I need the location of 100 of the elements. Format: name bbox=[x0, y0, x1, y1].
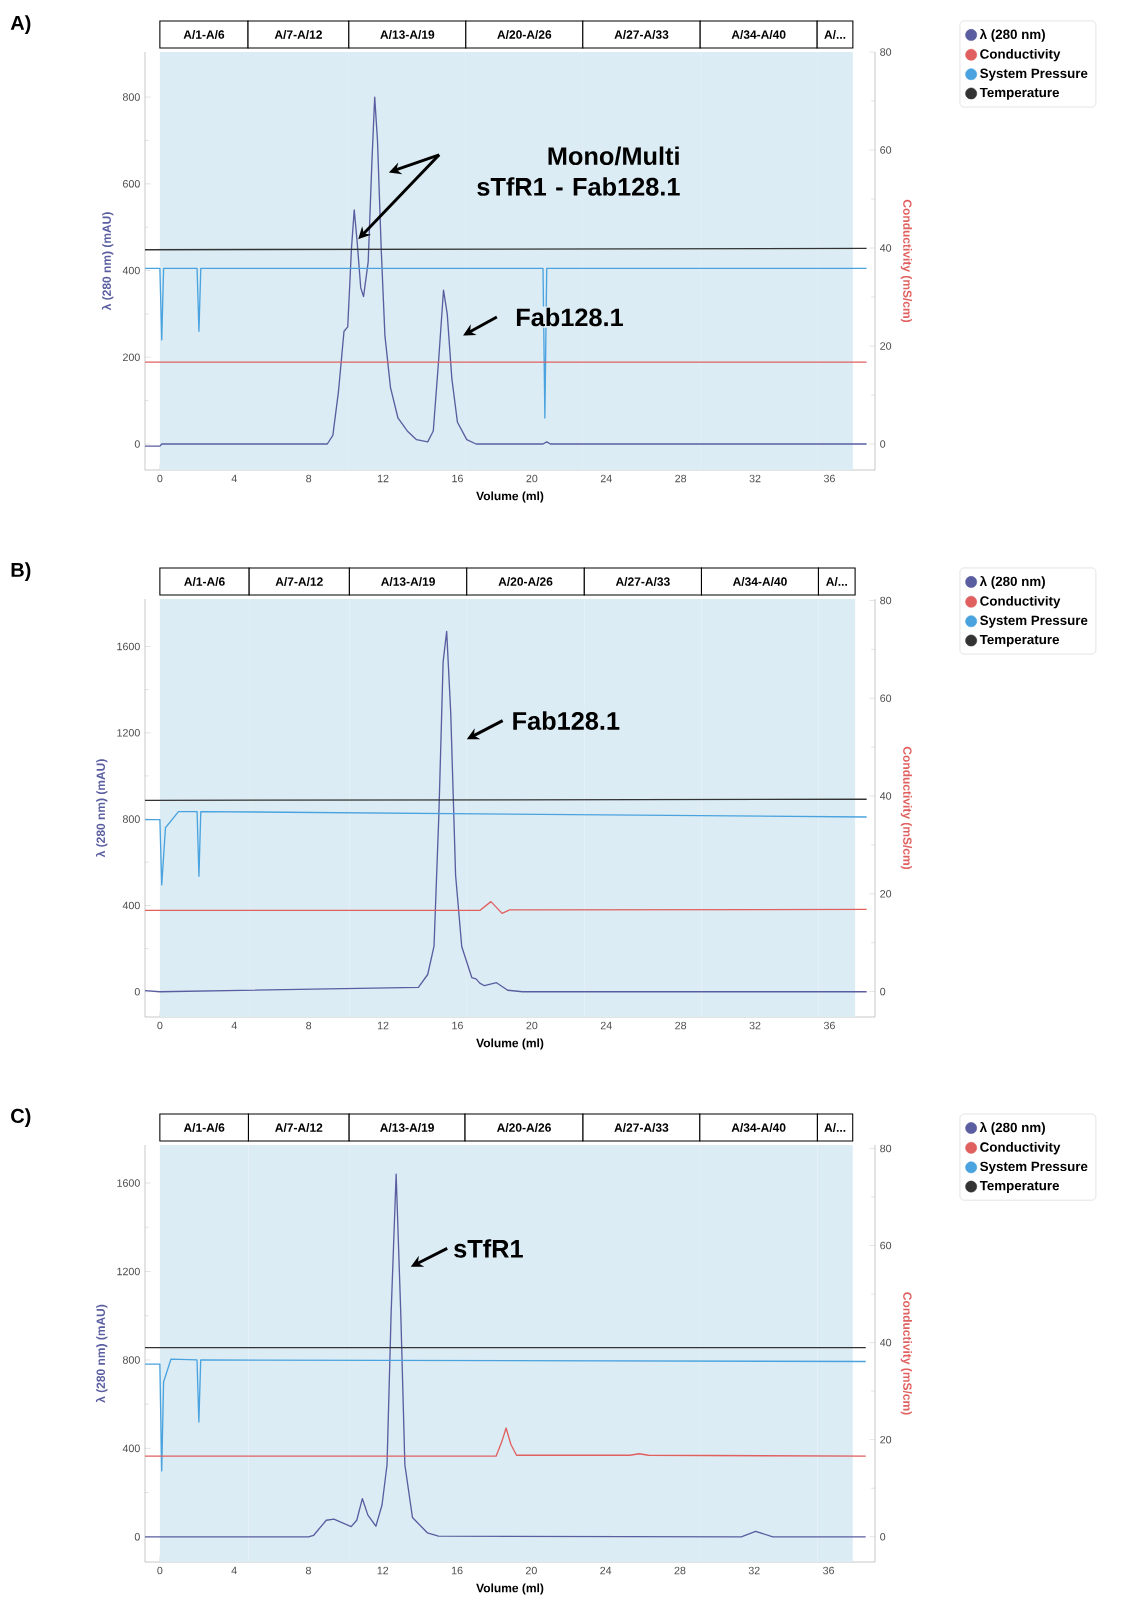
band-label: A/1-A/6 bbox=[183, 1123, 225, 1132]
x-tick-label: 8 bbox=[306, 474, 312, 483]
band-label: A/20-A/26 bbox=[498, 577, 553, 586]
y-tick-label: 1600 bbox=[117, 1179, 140, 1187]
x-tick-label: 4 bbox=[231, 1566, 237, 1575]
band-label: A/34-A/40 bbox=[732, 577, 787, 586]
x-tick-label: 8 bbox=[305, 1566, 311, 1575]
band-label: A/... bbox=[824, 30, 846, 39]
x-tick-label: 12 bbox=[377, 474, 389, 483]
x-tick-label: 12 bbox=[377, 1566, 389, 1575]
x-tick-label: 20 bbox=[526, 1021, 538, 1030]
y-axis-title: λ (280 nm) (mAU) bbox=[101, 212, 114, 311]
y2-tick-label: 0 bbox=[880, 1533, 886, 1541]
y-tick-label: 1200 bbox=[117, 729, 140, 737]
legend-label: λ (280 nm) bbox=[979, 1122, 1045, 1135]
y-tick-label: 800 bbox=[122, 93, 140, 101]
y-tick-label: 400 bbox=[122, 266, 140, 275]
y-tick-label: 800 bbox=[122, 1356, 140, 1364]
line-series bbox=[144, 267, 868, 419]
x-tick-label: 32 bbox=[748, 1566, 760, 1575]
chart-title: A) bbox=[10, 15, 31, 34]
y2-tick-label: 0 bbox=[880, 987, 886, 996]
line-series bbox=[144, 1427, 867, 1457]
band-label: A/7-A/12 bbox=[274, 30, 322, 39]
band-label: A/7-A/12 bbox=[275, 577, 323, 586]
y2-tick-label: 20 bbox=[880, 342, 892, 350]
legend-label: λ (280 nm) bbox=[979, 28, 1045, 42]
y-tick-label: 0 bbox=[134, 1533, 140, 1541]
x-tick-label: 36 bbox=[823, 1566, 835, 1575]
legend-label: Temperature bbox=[979, 1180, 1060, 1193]
x-tick-label: 28 bbox=[675, 474, 687, 483]
y-tick-label: 0 bbox=[134, 440, 140, 448]
x-tick-label: 20 bbox=[526, 474, 538, 483]
line-series bbox=[144, 1358, 867, 1472]
band-label: A/20-A/26 bbox=[497, 30, 552, 39]
band-label: A/13-A/19 bbox=[380, 1123, 434, 1132]
x-tick-label: 16 bbox=[451, 1566, 463, 1575]
annotation: Fab128.1 bbox=[513, 711, 620, 730]
y2-axis-title: Conductivity (mS/cm) bbox=[900, 199, 912, 323]
x-tick-label: 20 bbox=[525, 1566, 537, 1575]
legend-label: Temperature bbox=[979, 634, 1060, 647]
y2-tick-label: 80 bbox=[880, 1144, 892, 1153]
x-tick-label: 4 bbox=[231, 1021, 237, 1030]
x-tick-label: 28 bbox=[675, 1021, 687, 1030]
x-tick-label: 32 bbox=[749, 1021, 761, 1030]
band-label: A/27-A/33 bbox=[614, 30, 669, 39]
y-tick-label: 1600 bbox=[117, 642, 140, 651]
y2-tick-label: 60 bbox=[880, 694, 892, 703]
y-tick-label: 0 bbox=[134, 987, 140, 996]
band-label: A/1-A/6 bbox=[184, 577, 225, 586]
legend-label: Conductivity bbox=[980, 1142, 1061, 1155]
y2-axis-title: Conductivity (mS/cm) bbox=[900, 746, 912, 870]
y-axis-title: λ (280 nm) (mAU) bbox=[95, 759, 108, 858]
x-tick-label: 36 bbox=[823, 1021, 835, 1030]
x-tick-label: 0 bbox=[157, 474, 163, 483]
y-tick-label: 800 bbox=[122, 815, 140, 823]
x-axis-title: Volume (ml) bbox=[476, 491, 544, 503]
annotation: sTfR1 bbox=[454, 1239, 523, 1258]
x-tick-label: 24 bbox=[600, 1021, 612, 1030]
legend-label: Temperature bbox=[979, 87, 1060, 100]
x-tick-label: 4 bbox=[231, 474, 237, 483]
chart-title: B) bbox=[11, 562, 31, 581]
chart-title: C) bbox=[11, 1108, 31, 1127]
y2-tick-label: 20 bbox=[880, 1435, 892, 1444]
y-tick-label: 400 bbox=[122, 1444, 140, 1453]
legend-label: System Pressure bbox=[980, 615, 1088, 628]
y2-tick-label: 40 bbox=[879, 1338, 892, 1347]
annotation: Mono/Multi sTfR1 - Fab128.1 bbox=[477, 146, 680, 196]
y-axis-title: λ (280 nm) (mAU) bbox=[95, 1304, 108, 1403]
band-label: A/... bbox=[824, 1123, 846, 1132]
y2-tick-label: 80 bbox=[880, 596, 892, 605]
band-label: A/13-A/19 bbox=[381, 577, 435, 586]
y2-tick-label: 80 bbox=[880, 48, 892, 56]
x-tick-label: 0 bbox=[157, 1021, 163, 1030]
x-tick-label: 24 bbox=[600, 474, 612, 483]
legend-label: Conductivity bbox=[980, 48, 1061, 62]
line-series bbox=[144, 630, 868, 993]
y-tick-label: 600 bbox=[123, 180, 140, 188]
legend-label: System Pressure bbox=[980, 1161, 1088, 1174]
x-tick-label: 0 bbox=[157, 1566, 163, 1575]
line-series bbox=[144, 810, 868, 886]
y2-tick-label: 20 bbox=[880, 890, 892, 898]
band-label: A/1-A/6 bbox=[183, 30, 225, 39]
y-tick-label: 1200 bbox=[117, 1267, 140, 1276]
y2-tick-label: 60 bbox=[880, 146, 892, 154]
line-series bbox=[144, 96, 868, 447]
line-series bbox=[144, 900, 868, 915]
legend-label: System Pressure bbox=[980, 68, 1088, 81]
x-axis-title: Volume (ml) bbox=[476, 1038, 544, 1050]
y2-tick-label: 0 bbox=[880, 440, 886, 448]
y-tick-label: 400 bbox=[122, 901, 140, 910]
x-tick-label: 8 bbox=[306, 1021, 312, 1030]
line-series bbox=[144, 1173, 867, 1538]
band-label: A/27-A/33 bbox=[615, 577, 670, 586]
x-tick-label: 36 bbox=[823, 474, 835, 483]
annotation: Fab128.1 bbox=[516, 307, 623, 327]
band-label: A/7-A/12 bbox=[275, 1123, 323, 1132]
band-label: A/27-A/33 bbox=[614, 1123, 669, 1132]
legend-label: λ (280 nm) bbox=[979, 575, 1045, 589]
y2-tick-label: 40 bbox=[879, 244, 892, 252]
